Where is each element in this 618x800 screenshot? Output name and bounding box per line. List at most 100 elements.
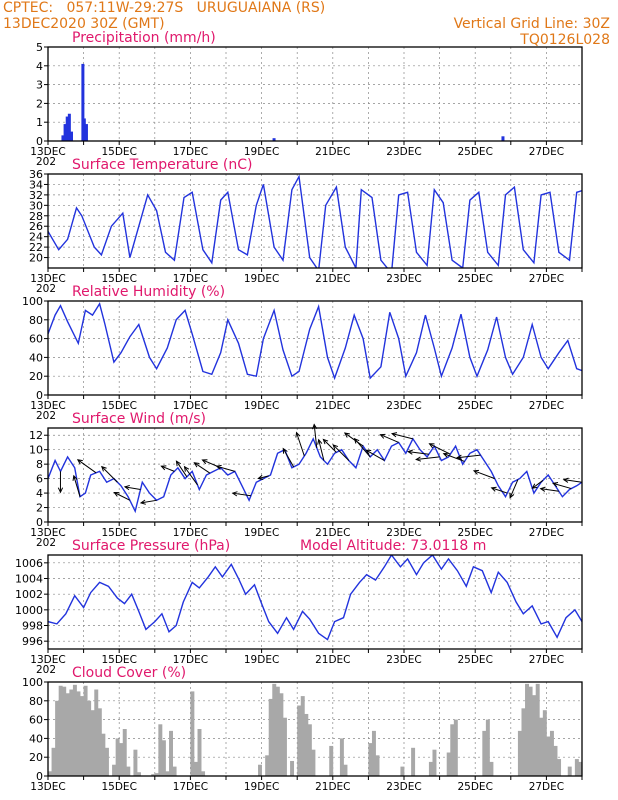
y-tick-label: 0 — [36, 135, 43, 148]
cloud-bar — [62, 686, 67, 776]
y-tick-label: 24 — [29, 231, 43, 244]
cloud-bar — [122, 729, 127, 776]
wind-arrow-shaft — [161, 465, 175, 472]
header-model-code: TQ0126L028 — [519, 32, 610, 48]
y-tick-label: 20 — [29, 370, 43, 383]
cloud-bar — [265, 755, 270, 776]
series-line — [48, 437, 582, 514]
y-tick-label: 1002 — [15, 588, 43, 601]
cloud-bar — [48, 771, 52, 776]
cloud-bar — [76, 691, 81, 776]
wind-arrow-shaft — [457, 454, 481, 459]
x-tick-label: 27DEC — [529, 146, 564, 158]
cloud-bar — [126, 766, 131, 776]
cloud-bar — [371, 730, 376, 776]
x-tick-label: 15DEC — [101, 273, 136, 285]
wind-arrow-head — [193, 462, 200, 468]
wind-arrow-head — [406, 449, 414, 455]
cloud-bar — [83, 685, 88, 776]
x-tick-label: 19DEC — [244, 781, 279, 793]
x-tick-label: 25DEC — [457, 781, 492, 793]
precip-bar — [67, 113, 71, 141]
x-tick-label: 17DEC — [173, 400, 208, 412]
panel-6: 0 20 40 60 80 100 13DEC 15DEC 17DEC 19DEC 21DEC 23D… — [22, 665, 583, 793]
x-tick-label: 13DEC — [30, 527, 65, 539]
cloud-bar — [375, 755, 380, 776]
y-tick-label: 0 — [36, 516, 43, 529]
x-tick-label: 21DEC — [315, 146, 350, 158]
wind-arrow-shaft — [473, 470, 495, 480]
cloud-bar — [104, 747, 109, 776]
wind-arrow-shaft — [416, 456, 440, 461]
wind-arrow-head — [531, 483, 538, 489]
cloud-bar — [172, 766, 177, 776]
wind-arrow-shaft — [216, 465, 236, 472]
x-tick-label: 21DEC — [315, 527, 350, 539]
cloud-bar — [453, 719, 458, 776]
cloud-bar — [119, 743, 124, 776]
wind-arrow-head — [343, 432, 350, 438]
x-tick-label: 27DEC — [529, 527, 564, 539]
y-tick-label: 3 — [36, 79, 43, 92]
wind-arrow-head — [175, 460, 182, 467]
x-tick-label: 25DEC — [457, 527, 492, 539]
y-tick-label: 22 — [29, 241, 43, 254]
wind-arrow-shaft — [296, 432, 305, 457]
x-tick-label: 25DEC — [457, 400, 492, 412]
wind-arrow-head — [282, 447, 288, 454]
y-tick-label: 26 — [29, 220, 43, 233]
cloud-bar — [275, 686, 280, 776]
y-tick-label: 6 — [36, 473, 43, 486]
wind-arrow-shaft — [176, 460, 188, 478]
wind-arrow-head — [113, 491, 120, 497]
wind-arrow-head — [139, 499, 146, 505]
x-tick-label: 23DEC — [386, 527, 421, 539]
y-tick-label: 100 — [22, 295, 43, 308]
wind-arrow-shaft — [408, 451, 429, 455]
y-tick-label: 998 — [22, 620, 43, 633]
wind-arrow-head — [295, 431, 301, 438]
wind-arrow-shaft — [354, 438, 371, 458]
cloud-bar — [55, 700, 60, 776]
cloud-bar — [165, 771, 170, 776]
x-tick-label: 15DEC — [101, 654, 136, 666]
wind-vectors — [57, 423, 583, 505]
wind-arrow-head — [428, 443, 435, 449]
plot-area — [61, 63, 505, 141]
x-tick-label: 25DEC — [457, 654, 492, 666]
x-tick-label: 23DEC — [386, 654, 421, 666]
cloud-bar — [567, 766, 572, 776]
plot-area — [48, 437, 582, 514]
x-tick-label: 23DEC — [386, 781, 421, 793]
cloud-bar — [151, 774, 156, 776]
x-tick-label: 13DEC — [30, 400, 65, 412]
y-tick-label: 30 — [29, 199, 43, 212]
cloud-bar — [528, 686, 533, 776]
precip-bar — [61, 135, 65, 141]
wind-arrow-head — [562, 477, 569, 483]
cloud-bar — [578, 761, 582, 776]
header-location: CPTEC: 057:11W-29:27S URUGUAIANA (RS) — [3, 0, 325, 16]
cloud-bar — [297, 705, 302, 776]
cloud-bar — [400, 766, 405, 776]
cloud-bar — [87, 700, 92, 776]
cloud-bar — [307, 724, 312, 776]
y-tick-label: 4 — [36, 60, 43, 73]
wind-arrow-shaft — [124, 486, 141, 490]
series-line — [48, 555, 582, 641]
cloud-bar — [574, 759, 579, 776]
wind-arrow-head — [183, 465, 190, 472]
plot-frame — [47, 173, 583, 269]
x-tick-label: 13DEC — [30, 654, 65, 666]
wind-arrow-shaft — [282, 448, 295, 468]
cloud-bar — [169, 730, 173, 776]
x-tick-label: 19DEC — [244, 400, 279, 412]
cloud-bar — [80, 696, 84, 776]
y-tick-label: 32 — [29, 189, 43, 202]
x-tick-label: 25DEC — [457, 273, 492, 285]
wind-arrow-shaft — [552, 482, 572, 490]
cloud-bar — [546, 736, 551, 776]
x-tick-label: 21DEC — [315, 400, 350, 412]
wind-arrow-shaft — [540, 488, 559, 492]
